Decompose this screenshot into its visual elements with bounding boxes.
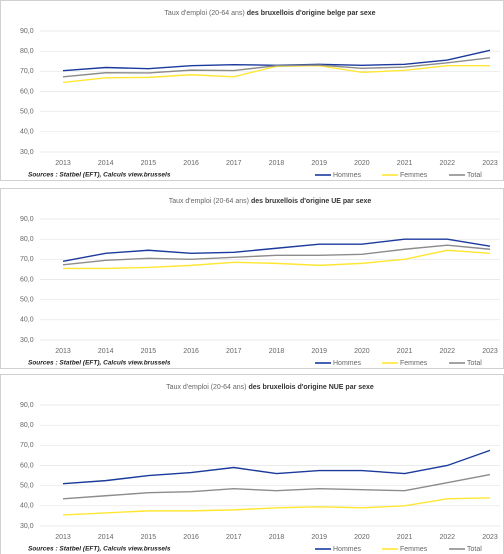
x-tick-label: 2017 [226,348,242,355]
x-tick-label: 2015 [141,348,157,355]
x-tick-label: 2017 [226,534,242,541]
legend-label: Total [467,172,482,179]
x-tick-label: 2019 [311,348,327,355]
y-tick-label: 60,0 [20,276,34,283]
x-tick-label: 2015 [141,160,157,167]
x-tick-label: 2020 [354,160,370,167]
series-line [63,249,491,270]
x-tick-label: 2017 [226,160,242,167]
chart-title: Taux d'emploi (20-64 ans) des bruxellois… [166,384,374,391]
x-tick-label: 2022 [440,534,456,541]
y-tick-label: 30,0 [20,337,34,344]
x-tick-label: 2020 [354,348,370,355]
legend-label: Hommes [333,546,362,553]
y-tick-label: 90,0 [20,402,34,409]
y-tick-label: 80,0 [20,422,34,429]
y-tick-label: 60,0 [20,462,34,469]
x-tick-label: 2013 [55,534,71,541]
source: Sources : Statbel (EFT), Calculs view.br… [28,546,171,553]
y-tick-label: 70,0 [20,442,34,449]
legend-label: Total [467,546,482,553]
legend-label: Femmes [400,172,428,179]
x-tick-label: 2021 [397,534,413,541]
y-tick-label: 70,0 [20,68,34,75]
y-tick-label: 80,0 [20,236,34,243]
source: Sources : Statbel (EFT), Calculs view.br… [28,360,171,367]
x-tick-label: 2021 [397,348,413,355]
x-tick-label: 2018 [269,348,285,355]
panel-border [0,188,504,369]
series-line [62,244,491,266]
x-tick-label: 2019 [311,160,327,167]
x-tick-label: 2018 [269,160,285,167]
x-tick-label: 2021 [397,160,413,167]
y-tick-label: 50,0 [20,297,34,304]
x-tick-label: 2013 [55,160,71,167]
chart-title: Taux d'emploi (20-64 ans) des bruxellois… [169,198,372,205]
y-tick-label: 60,0 [20,88,34,95]
y-tick-label: 50,0 [20,109,34,116]
title-bold: des bruxellois d'origine UE par sexe [251,198,371,205]
x-tick-label: 2022 [440,160,456,167]
x-tick-label: 2022 [440,348,456,355]
series-line [62,497,491,516]
panel-border [0,374,504,554]
y-tick-label: 90,0 [20,28,34,35]
y-tick-label: 70,0 [20,256,34,263]
x-tick-label: 2023 [482,534,498,541]
x-tick-label: 2018 [269,534,285,541]
chart-title: Taux d'emploi (20-64 ans) des bruxellois… [164,10,375,17]
series-line [62,473,491,500]
source: Sources : Statbel (EFT), Calculs view.br… [28,172,171,179]
x-tick-label: 2016 [183,348,199,355]
y-tick-label: 90,0 [20,216,34,223]
legend-label: Femmes [400,360,428,367]
title-regular: Taux d'emploi (20-64 ans) [166,384,246,391]
x-tick-label: 2016 [183,534,199,541]
x-tick-label: 2014 [98,348,114,355]
x-tick-label: 2014 [98,160,114,167]
series-line [62,57,491,78]
y-tick-label: 80,0 [20,48,34,55]
panel-border [0,0,504,181]
chart-panel: 30,0 40,0 50,0 60,0 70,0 80,0 90,0 2013 2014 2015… [0,188,504,369]
series-line [62,449,491,485]
y-tick-label: 40,0 [20,503,34,510]
x-tick-label: 2013 [55,348,71,355]
title-regular: Taux d'emploi (20-64 ans) [164,10,244,17]
series-line [62,238,491,263]
x-tick-label: 2014 [98,534,114,541]
x-tick-label: 2023 [482,348,498,355]
chart-panel: 30,0 40,0 50,0 60,0 70,0 80,0 90,0 2013 2014 2015… [0,374,504,554]
x-tick-label: 2023 [482,160,498,167]
chart-panel: 30,0 40,0 50,0 60,0 70,0 80,0 90,0 2013 2014 2015… [0,0,504,181]
y-tick-label: 40,0 [20,129,34,136]
legend-label: Femmes [400,546,428,553]
title-bold: des bruxellois d'origine belge par sexe [247,10,376,17]
x-tick-label: 2020 [354,534,370,541]
legend-label: Hommes [333,172,362,179]
y-tick-label: 30,0 [20,149,34,156]
x-tick-label: 2016 [183,160,199,167]
title-bold: des bruxellois d'origine NUE par sexe [248,384,373,391]
legend-label: Total [467,360,482,367]
x-tick-label: 2015 [141,534,157,541]
title-regular: Taux d'emploi (20-64 ans) [169,198,249,205]
y-tick-label: 40,0 [20,317,34,324]
y-tick-label: 30,0 [20,523,34,530]
y-tick-label: 50,0 [20,483,34,490]
legend-label: Hommes [333,360,362,367]
x-tick-label: 2019 [311,534,327,541]
